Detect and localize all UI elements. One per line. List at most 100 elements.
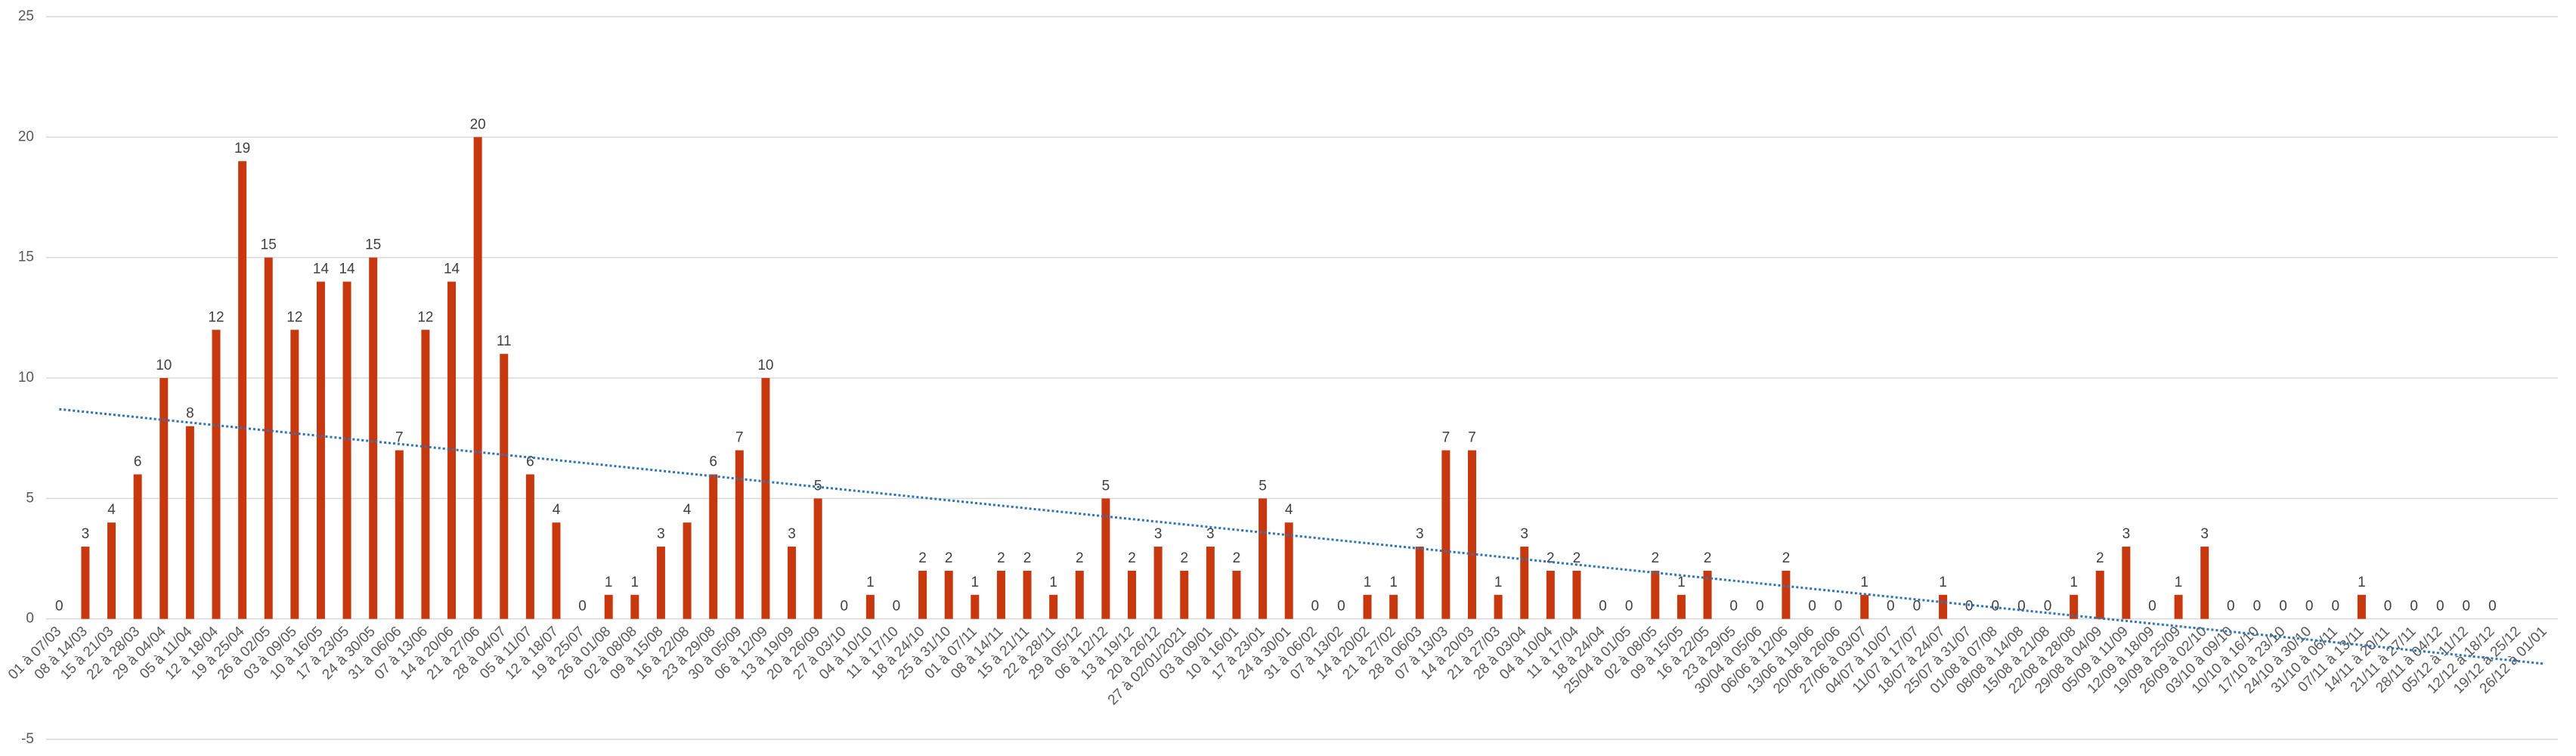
bar (159, 378, 169, 619)
bar (1023, 570, 1032, 619)
bar (473, 137, 482, 619)
bar (865, 594, 875, 619)
data-label: 3 (1416, 526, 1424, 542)
data-label: 8 (186, 406, 194, 422)
data-label: 6 (709, 454, 717, 469)
data-label: 0 (2148, 599, 2156, 615)
bar (264, 257, 273, 619)
data-label: 7 (1468, 430, 1476, 446)
data-label: 0 (840, 599, 848, 615)
bar (996, 570, 1005, 619)
y-tick-label: 5 (26, 490, 34, 506)
bar (2070, 594, 2079, 619)
data-label: 3 (2122, 526, 2131, 542)
bar (1520, 547, 1529, 619)
data-label: 0 (2410, 599, 2418, 615)
bar (1153, 547, 1163, 619)
bar (1703, 570, 1712, 619)
data-label: 7 (735, 430, 744, 446)
data-label: 1 (605, 575, 613, 590)
data-label: 0 (2279, 599, 2287, 615)
data-label: 3 (1206, 526, 1215, 542)
bar (1206, 547, 1215, 619)
data-label: 15 (261, 237, 277, 253)
bar (1782, 570, 1791, 619)
data-label: 0 (2305, 599, 2314, 615)
y-tick-label: 20 (18, 129, 34, 144)
bar (1049, 594, 1058, 619)
bar (525, 474, 534, 619)
data-label: 3 (788, 526, 796, 542)
data-label: 0 (1756, 599, 1764, 615)
data-label: 0 (1599, 599, 1607, 615)
data-label: 12 (208, 309, 224, 325)
data-label: 2 (1233, 550, 1241, 566)
data-label: 5 (1102, 478, 1110, 494)
data-label: 2 (918, 550, 927, 566)
bar (1259, 498, 1268, 619)
bar (2357, 594, 2366, 619)
data-label: 0 (1625, 599, 1633, 615)
bar (735, 450, 744, 619)
bar (185, 426, 194, 619)
data-label: 2 (1180, 550, 1188, 566)
data-label: 0 (2463, 599, 2471, 615)
data-label: 14 (339, 262, 355, 277)
bar (212, 330, 221, 619)
bar (683, 522, 692, 619)
data-label: 20 (470, 116, 486, 132)
bar (1389, 594, 1398, 619)
data-label: 0 (1965, 599, 1974, 615)
bar (2095, 570, 2104, 619)
bar (369, 257, 378, 619)
data-label: 3 (1154, 526, 1163, 542)
data-label: 1 (1364, 575, 1372, 590)
data-label: 1 (1677, 575, 1686, 590)
data-label: 12 (286, 309, 302, 325)
data-label: 2 (2096, 550, 2104, 566)
data-label: 1 (1049, 575, 1057, 590)
data-label: 2 (1652, 550, 1660, 566)
data-label: 0 (1808, 599, 1816, 615)
data-label: 4 (683, 502, 692, 518)
bar (500, 354, 509, 619)
data-label: 7 (395, 430, 404, 446)
data-label: 2 (997, 550, 1005, 566)
data-label: 0 (2384, 599, 2392, 615)
data-label: 6 (134, 454, 142, 469)
data-label: 14 (313, 262, 330, 277)
bar (1284, 522, 1293, 619)
data-label: 0 (578, 599, 587, 615)
bar (1232, 570, 1241, 619)
data-label: 1 (1494, 575, 1503, 590)
data-label: 0 (1913, 599, 1921, 615)
data-label: 0 (2017, 599, 2026, 615)
bar (709, 474, 718, 619)
data-label: 0 (1834, 599, 1843, 615)
bar (1363, 594, 1372, 619)
bar (238, 161, 247, 619)
bar (421, 330, 430, 619)
data-label: 1 (2358, 575, 2366, 590)
bar (1939, 594, 1948, 619)
bar (788, 547, 797, 619)
data-label: 1 (1860, 575, 1869, 590)
bar (1572, 570, 1581, 619)
bar (290, 330, 299, 619)
trendline (59, 407, 2545, 665)
data-label: 0 (1311, 599, 1320, 615)
bar (1677, 594, 1686, 619)
data-label: 14 (444, 262, 460, 277)
data-label: 2 (1023, 550, 1032, 566)
data-label: 2 (1704, 550, 1712, 566)
data-label: 2 (945, 550, 953, 566)
data-label: 19 (234, 141, 250, 156)
data-label: 1 (1389, 575, 1398, 590)
data-label: 2 (1547, 550, 1555, 566)
data-label: 15 (365, 237, 381, 253)
data-label: 6 (526, 454, 534, 469)
data-label: 0 (1729, 599, 1738, 615)
data-label: 0 (2436, 599, 2444, 615)
data-label: 4 (553, 502, 561, 518)
